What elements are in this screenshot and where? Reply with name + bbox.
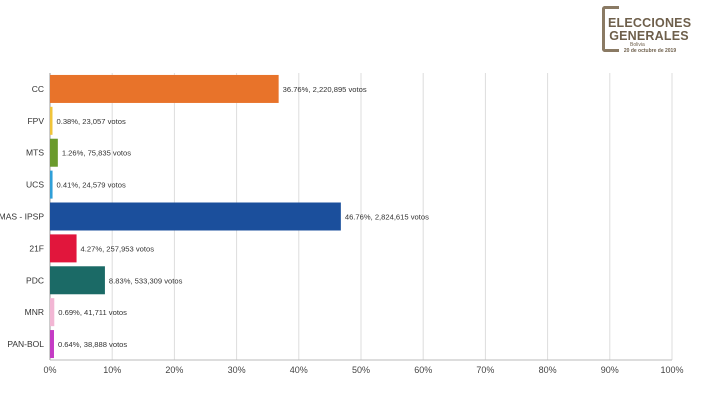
bar bbox=[50, 266, 105, 295]
data-label: 0.69%, 41,711 votos bbox=[58, 308, 127, 317]
data-label: 1.26%, 75,835 votos bbox=[62, 149, 131, 158]
data-label: 0.41%, 24,579 votos bbox=[57, 181, 126, 190]
category-label: PDC bbox=[26, 275, 44, 285]
data-label: 4.27%, 257,953 votos bbox=[81, 244, 155, 253]
logo-line-4: 20 de octubre de 2019 bbox=[623, 48, 677, 54]
category-label: MAS - IPSP bbox=[0, 212, 44, 222]
data-label: 36.76%, 2,220,895 votos bbox=[283, 85, 367, 94]
logo-line-1: ELECCIONES bbox=[608, 16, 692, 30]
category-label: CC bbox=[32, 84, 44, 94]
bar bbox=[50, 298, 55, 327]
value-labels: 36.76%, 2,220,895 votos 0.38%, 23,057 vot… bbox=[57, 85, 430, 349]
x-tick-label: 80% bbox=[539, 365, 557, 375]
x-tick-label: 50% bbox=[352, 365, 370, 375]
x-tick-label: 40% bbox=[290, 365, 308, 375]
logo-line-2: GENERALES bbox=[609, 29, 689, 43]
x-tick-label: 70% bbox=[476, 365, 494, 375]
bar bbox=[50, 170, 53, 199]
data-label: 0.64%, 38,888 votos bbox=[58, 340, 127, 349]
x-tick-labels: 0% 10% 20% 30% 40% 50% 60% 70% 80% 90% 100% bbox=[43, 365, 683, 375]
category-label: FPV bbox=[27, 116, 44, 126]
bar bbox=[50, 234, 77, 263]
category-label: UCS bbox=[26, 180, 44, 190]
x-tick-label: 0% bbox=[43, 365, 56, 375]
x-tick-label: 20% bbox=[165, 365, 183, 375]
bars bbox=[50, 74, 341, 359]
data-label: 0.38%, 23,057 votos bbox=[57, 117, 126, 126]
bar bbox=[50, 74, 279, 103]
bar bbox=[50, 138, 58, 167]
category-labels: CC FPV MTS UCS MAS - IPSP 21F PDC MNR PAN-BOL bbox=[0, 84, 44, 349]
data-label: 46.76%, 2,824,615 votos bbox=[345, 213, 429, 222]
category-label: PAN-BOL bbox=[7, 339, 44, 349]
x-tick-label: 60% bbox=[414, 365, 432, 375]
logo-line-3: Bolivia bbox=[630, 42, 645, 48]
x-tick-label: 10% bbox=[103, 365, 121, 375]
category-label: 21F bbox=[29, 243, 44, 253]
bar bbox=[50, 202, 341, 231]
elecciones-logo: ELECCIONES GENERALES Bolivia 20 de octub… bbox=[600, 2, 692, 54]
logo-frame bbox=[602, 6, 619, 52]
x-tick-label: 100% bbox=[660, 365, 683, 375]
x-tick-label: 90% bbox=[601, 365, 619, 375]
bar bbox=[50, 330, 54, 359]
bar bbox=[50, 106, 53, 135]
x-tick-label: 30% bbox=[228, 365, 246, 375]
category-label: MNR bbox=[25, 307, 44, 317]
data-label: 8.83%, 533,309 votos bbox=[109, 276, 183, 285]
category-label: MTS bbox=[26, 148, 44, 158]
